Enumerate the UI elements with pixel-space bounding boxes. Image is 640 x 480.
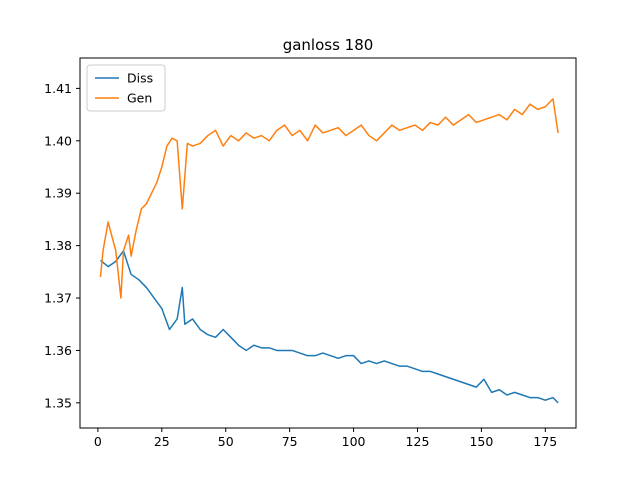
y-tick-label: 1.35 (44, 395, 72, 410)
x-tick-label: 150 (469, 434, 493, 449)
legend-label-diss: Diss (127, 71, 153, 86)
legend-label-gen: Gen (127, 91, 152, 106)
x-tick-label: 0 (94, 434, 102, 449)
y-tick-label: 1.38 (44, 238, 72, 253)
y-tick-label: 1.40 (44, 133, 72, 148)
x-tick-label: 25 (154, 434, 170, 449)
x-tick-label: 125 (406, 434, 430, 449)
chart-title: ganloss 180 (283, 36, 374, 54)
series-line-gen (99, 98, 559, 299)
legend-box (86, 64, 166, 112)
legend: Diss Gen (86, 64, 166, 112)
y-tick-label: 1.41 (44, 81, 72, 96)
y-tick-label: 1.36 (44, 343, 72, 358)
x-tick-label: 75 (282, 434, 298, 449)
y-axis: 1.35 1.36 1.37 1.38 1.39 1.40 1.41 (44, 81, 80, 410)
y-tick-label: 1.39 (44, 186, 72, 201)
series-line-diss (99, 250, 559, 404)
x-tick-label: 50 (218, 434, 234, 449)
x-axis: 0 25 50 75 100 125 150 175 (94, 428, 557, 449)
y-tick-label: 1.37 (44, 291, 72, 306)
x-tick-label: 175 (533, 434, 557, 449)
series-layer (99, 98, 559, 404)
plot-frame (79, 57, 577, 429)
x-tick-label: 100 (342, 434, 366, 449)
